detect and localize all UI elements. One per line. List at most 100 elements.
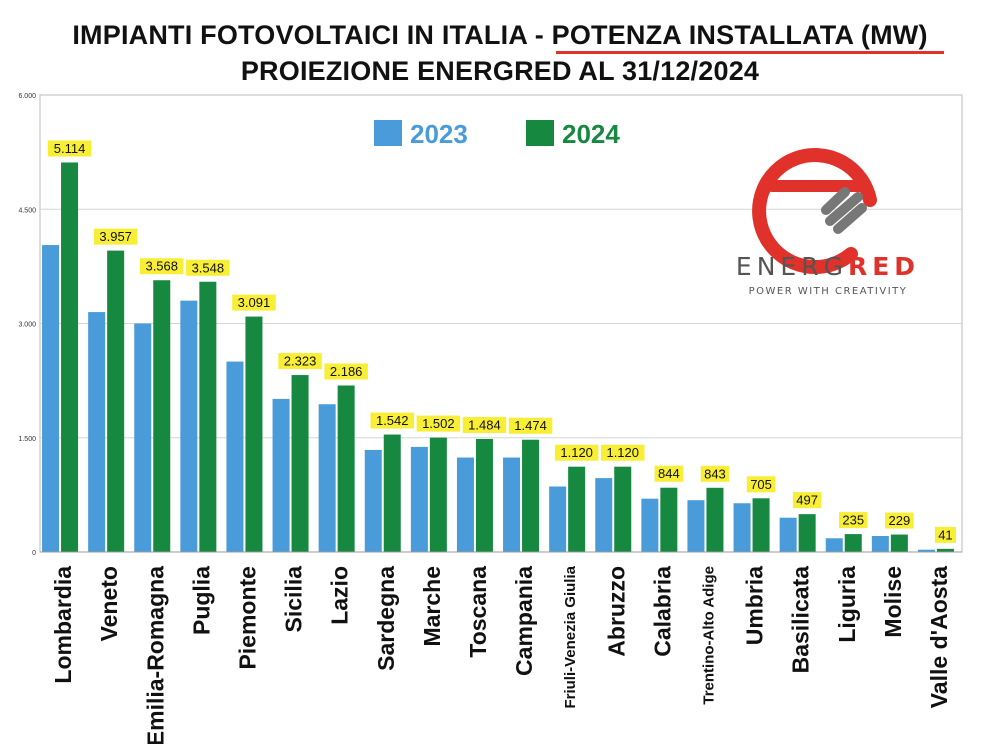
- bar-2023-14: [687, 500, 705, 552]
- x-category-label: Molise: [880, 566, 906, 638]
- logo-tagline: POWER WITH CREATIVITY: [748, 286, 908, 297]
- bar-2023-19: [917, 549, 935, 552]
- data-label-bg-12: [601, 444, 645, 461]
- data-label-bg-5: [278, 353, 322, 370]
- bar-2023-17: [825, 538, 843, 552]
- bar-2024-8: [429, 437, 447, 552]
- bar-2023-5: [272, 398, 290, 552]
- bar-2023-18: [871, 536, 889, 552]
- data-label-2024-16: 497: [796, 493, 818, 508]
- x-category-label: Campania: [511, 566, 537, 676]
- data-label-bg-1: [93, 228, 138, 245]
- bar-2024-4: [245, 316, 263, 552]
- bar-2024-15: [752, 498, 770, 552]
- bar-2023-15: [733, 503, 751, 552]
- data-label-bg-9: [462, 416, 507, 433]
- bar-2024-3: [199, 281, 217, 552]
- bar-2023-3: [180, 300, 198, 552]
- bar-2024-0: [61, 162, 79, 552]
- bar-2024-13: [660, 487, 678, 552]
- data-label-2024-3: 3.548: [192, 260, 225, 275]
- title-underline: [556, 51, 944, 54]
- data-label-bg-6: [324, 363, 368, 380]
- x-category-label: Trentino-Alto Adige: [700, 566, 717, 705]
- legend-label-2023: 2023: [410, 119, 468, 149]
- data-label-2024-9: 1.484: [468, 417, 501, 432]
- data-label-2024-14: 843: [704, 466, 726, 481]
- data-label-2024-6: 2.186: [330, 364, 363, 379]
- bar-2023-6: [318, 404, 336, 552]
- data-label-2024-15: 705: [750, 477, 772, 492]
- bar-2023-4: [226, 361, 244, 552]
- energred-logo-icon: [752, 148, 877, 274]
- x-category-label: Lombardia: [50, 566, 76, 684]
- bar-2023-8: [410, 446, 428, 552]
- bar-2024-10: [522, 439, 540, 552]
- x-category-label: Valle d'Aosta: [926, 566, 952, 708]
- bar-2023-13: [641, 498, 659, 552]
- data-label-2024-5: 2.323: [284, 354, 317, 369]
- x-category-label: Veneto: [96, 566, 122, 641]
- bar-2024-1: [107, 250, 125, 552]
- bar-2023-2: [134, 323, 152, 552]
- data-label-bg-15: [746, 476, 776, 493]
- data-label-bg-7: [370, 412, 414, 429]
- x-category-label: Lazio: [327, 566, 353, 625]
- bar-2024-5: [291, 375, 309, 552]
- bar-2023-7: [364, 449, 382, 552]
- x-category-label: Emilia-Romagna: [142, 566, 168, 744]
- bar-2024-16: [798, 514, 816, 552]
- data-label-2024-11: 1.120: [560, 445, 593, 460]
- data-label-2024-19: 41: [938, 527, 952, 542]
- x-category-label: Sardegna: [373, 566, 399, 671]
- data-label-bg-14: [700, 465, 730, 482]
- data-label-2024-0: 5.114: [54, 141, 86, 156]
- bar-2023-12: [595, 478, 613, 552]
- logo-wordmark: ENERGRED: [728, 252, 928, 281]
- chart-title-prefix: IMPIANTI FOTOVOLTAICI IN ITALIA -: [72, 20, 552, 50]
- data-label-bg-18: [885, 512, 914, 529]
- y-tick-label: 1.500: [18, 436, 36, 443]
- logo-name-prefix: ENERG: [735, 252, 848, 281]
- y-tick-label: 4.500: [18, 207, 36, 214]
- data-label-2024-8: 1.502: [422, 416, 455, 431]
- data-label-bg-3: [186, 259, 230, 276]
- bar-2024-6: [337, 385, 355, 552]
- x-category-label: Toscana: [465, 566, 491, 658]
- y-tick-label: 6.000: [18, 93, 36, 100]
- bar-2024-19: [936, 548, 954, 552]
- data-label-2024-2: 3.568: [145, 259, 178, 274]
- x-category-label: Liguria: [834, 566, 860, 643]
- y-tick-label: 0: [32, 550, 36, 557]
- data-label-2024-18: 229: [888, 513, 910, 528]
- x-category-label: Marche: [419, 566, 445, 647]
- logo-name-suffix: RED: [847, 252, 921, 281]
- data-label-2024-13: 844: [658, 466, 680, 481]
- y-tick-label: 3.000: [18, 322, 36, 329]
- bar-2024-11: [568, 466, 586, 552]
- bar-2024-18: [890, 534, 908, 552]
- bar-2024-17: [844, 534, 862, 552]
- bar-2024-12: [614, 466, 632, 552]
- data-label-bg-2: [140, 258, 184, 275]
- data-label-2024-1: 3.957: [99, 229, 132, 244]
- bar-2024-9: [475, 438, 493, 552]
- data-label-bg-4: [232, 294, 276, 311]
- bar-2023-16: [779, 517, 797, 552]
- x-category-label: Piemonte: [234, 566, 260, 670]
- x-category-label: Calabria: [649, 566, 675, 657]
- x-category-label: Umbria: [742, 566, 768, 645]
- data-label-bg-13: [654, 465, 684, 482]
- data-label-2024-10: 1.474: [514, 418, 547, 433]
- data-label-2024-17: 235: [842, 513, 864, 528]
- x-category-label: Friuli-Venezia Giulia: [562, 565, 579, 708]
- bar-2024-2: [153, 280, 171, 552]
- bar-2023-1: [88, 312, 106, 552]
- chart-title-highlight: POTENZA INSTALLATA (MW): [551, 20, 928, 50]
- data-label-2024-4: 3.091: [238, 295, 271, 310]
- bar-2023-0: [42, 245, 60, 552]
- legend-swatch-2023: [374, 120, 402, 146]
- x-category-label: Puglia: [188, 566, 214, 635]
- data-label-bg-17: [839, 512, 868, 529]
